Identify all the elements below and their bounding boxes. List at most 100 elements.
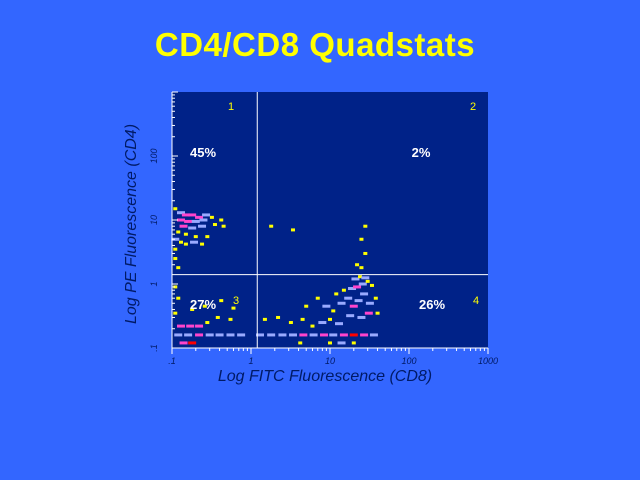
- data-point: [310, 324, 315, 328]
- data-point: [351, 341, 356, 345]
- data-point: [262, 317, 267, 321]
- data-point: [221, 224, 226, 228]
- quadrant-percent: 45%: [190, 145, 216, 160]
- slide-title: CD4/CD8 Quadstats: [154, 26, 476, 63]
- data-point: [320, 333, 329, 337]
- data-point: [184, 333, 193, 337]
- y-tick-label: .1: [149, 344, 159, 352]
- data-point: [364, 311, 373, 315]
- data-point: [329, 333, 338, 337]
- data-point: [355, 263, 360, 267]
- data-point: [369, 333, 378, 337]
- data-point: [365, 301, 374, 305]
- data-point: [177, 218, 186, 222]
- data-point: [173, 207, 178, 211]
- data-point: [360, 333, 369, 337]
- data-point: [318, 321, 327, 325]
- data-point: [304, 304, 309, 308]
- x-tick-label: 1000: [478, 356, 498, 366]
- data-point: [179, 224, 188, 228]
- data-point: [215, 333, 224, 337]
- data-point: [190, 307, 195, 311]
- data-point: [205, 333, 214, 337]
- data-point: [300, 317, 305, 321]
- data-point: [205, 321, 210, 325]
- quadrant-percent: 27%: [190, 297, 216, 312]
- data-point: [358, 275, 363, 279]
- data-point: [359, 237, 364, 241]
- data-point: [179, 240, 184, 244]
- data-point: [278, 333, 287, 337]
- data-point: [179, 341, 188, 345]
- data-point: [176, 266, 181, 270]
- data-point: [335, 322, 344, 326]
- data-point: [339, 333, 348, 337]
- data-points: [171, 207, 380, 345]
- data-point: [361, 276, 370, 280]
- data-point: [358, 282, 367, 286]
- data-point: [198, 224, 207, 228]
- data-point: [269, 224, 274, 228]
- data-point: [188, 341, 197, 345]
- data-point: [176, 296, 181, 300]
- data-point: [331, 309, 336, 313]
- data-point: [369, 283, 374, 287]
- data-point: [199, 218, 208, 222]
- quadrant-number: 3: [233, 295, 239, 307]
- data-point: [237, 333, 246, 337]
- data-point: [193, 235, 198, 239]
- data-point: [209, 215, 214, 219]
- data-point: [365, 279, 370, 283]
- y-axis-title: Log PE Fluorescence (CD4): [123, 124, 140, 324]
- y-tick-label: 10: [149, 215, 159, 225]
- data-point: [173, 285, 178, 289]
- data-point: [195, 215, 204, 219]
- data-point: [363, 224, 368, 228]
- data-point: [205, 235, 210, 239]
- quadrant-number: 1: [228, 101, 234, 113]
- data-point: [176, 230, 181, 234]
- quadrant-number: 2: [470, 101, 476, 113]
- data-point: [267, 333, 276, 337]
- data-point: [357, 315, 366, 319]
- data-point: [219, 218, 224, 222]
- data-point: [348, 287, 357, 291]
- data-point: [328, 341, 332, 345]
- data-point: [195, 324, 204, 328]
- data-point: [188, 213, 197, 217]
- quadrant-percent: 26%: [419, 297, 445, 312]
- data-point: [171, 237, 180, 241]
- data-point: [288, 333, 297, 337]
- data-point: [353, 285, 362, 289]
- data-point: [231, 306, 236, 310]
- data-point: [195, 333, 204, 337]
- data-point: [219, 299, 224, 303]
- y-tick-label: 100: [149, 148, 159, 163]
- axes: .1 1 10 100 1000 .1 1 10 100: [149, 91, 498, 366]
- data-point: [177, 324, 186, 328]
- data-point: [200, 242, 205, 246]
- data-point: [256, 333, 265, 337]
- data-point: [341, 288, 346, 292]
- y-tick-label: 1: [149, 281, 159, 286]
- data-point: [276, 315, 281, 319]
- data-point: [188, 226, 197, 230]
- data-point: [322, 304, 331, 308]
- data-point: [202, 304, 207, 308]
- x-tick-label: .1: [168, 356, 176, 366]
- data-point: [337, 301, 346, 305]
- data-point: [173, 247, 178, 251]
- data-point: [290, 228, 295, 232]
- data-point: [190, 240, 199, 244]
- x-axis-title: Log FITC Fluorescence (CD8): [218, 368, 432, 385]
- data-point: [309, 333, 318, 337]
- data-point: [191, 219, 200, 223]
- data-point: [226, 333, 235, 337]
- data-point: [181, 213, 190, 217]
- data-point: [288, 321, 293, 325]
- quadrant-number: 4: [473, 295, 479, 307]
- data-point: [346, 314, 355, 318]
- data-point: [186, 324, 195, 328]
- data-point: [173, 311, 178, 315]
